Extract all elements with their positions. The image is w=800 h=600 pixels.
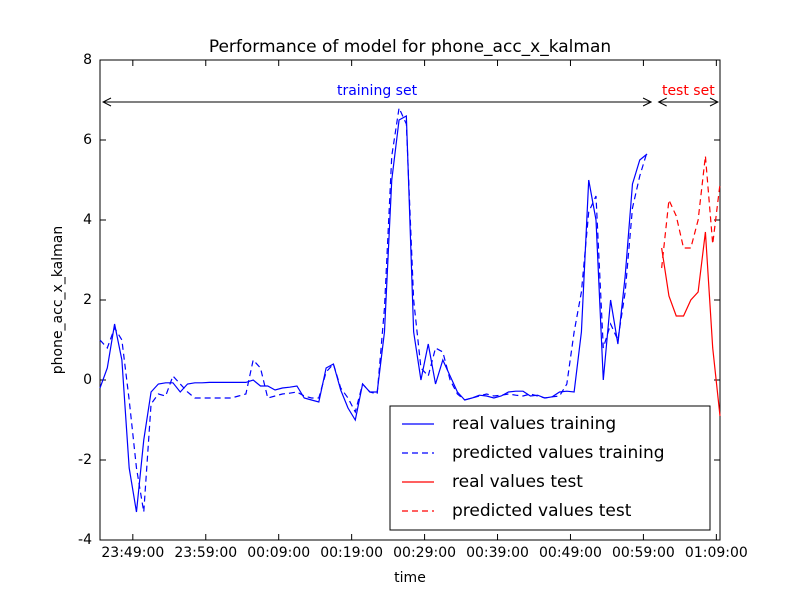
x-tick-label: 00:59:00 xyxy=(612,545,675,561)
data-line xyxy=(99,105,648,513)
x-axis-label: time xyxy=(394,570,426,586)
y-tick-label: 2 xyxy=(83,292,92,308)
range-label: test set xyxy=(662,83,715,99)
legend-label: real values test xyxy=(452,472,583,492)
x-tick-label: 00:39:00 xyxy=(466,545,529,561)
y-tick-label: -4 xyxy=(78,532,92,548)
legend-label: predicted values test xyxy=(452,501,632,521)
legend-label: real values training xyxy=(452,414,616,434)
x-tick-label: 00:19:00 xyxy=(320,545,383,561)
y-tick-label: 0 xyxy=(83,372,92,388)
y-tick-label: 6 xyxy=(83,132,92,148)
data-line xyxy=(661,231,721,417)
x-tick-label: 00:29:00 xyxy=(393,545,456,561)
x-tick-label: 23:59:00 xyxy=(174,545,237,561)
y-tick-label: 4 xyxy=(83,212,92,228)
chart-title: Performance of model for phone_acc_x_kal… xyxy=(209,37,611,57)
x-tick-label: 00:49:00 xyxy=(539,545,602,561)
legend-box xyxy=(389,405,711,531)
x-tick-label: 23:49:00 xyxy=(101,545,164,561)
y-tick-label: 8 xyxy=(83,52,92,68)
x-tick-label: 01:09:00 xyxy=(685,545,748,561)
y-axis-label: phone_acc_x_kalman xyxy=(50,226,66,375)
x-tick-label: 00:09:00 xyxy=(247,545,310,561)
range-label: training set xyxy=(337,83,418,99)
legend-label: predicted values training xyxy=(452,443,665,463)
y-tick-label: -2 xyxy=(78,452,92,468)
data-line xyxy=(99,115,648,513)
data-line xyxy=(661,155,721,269)
